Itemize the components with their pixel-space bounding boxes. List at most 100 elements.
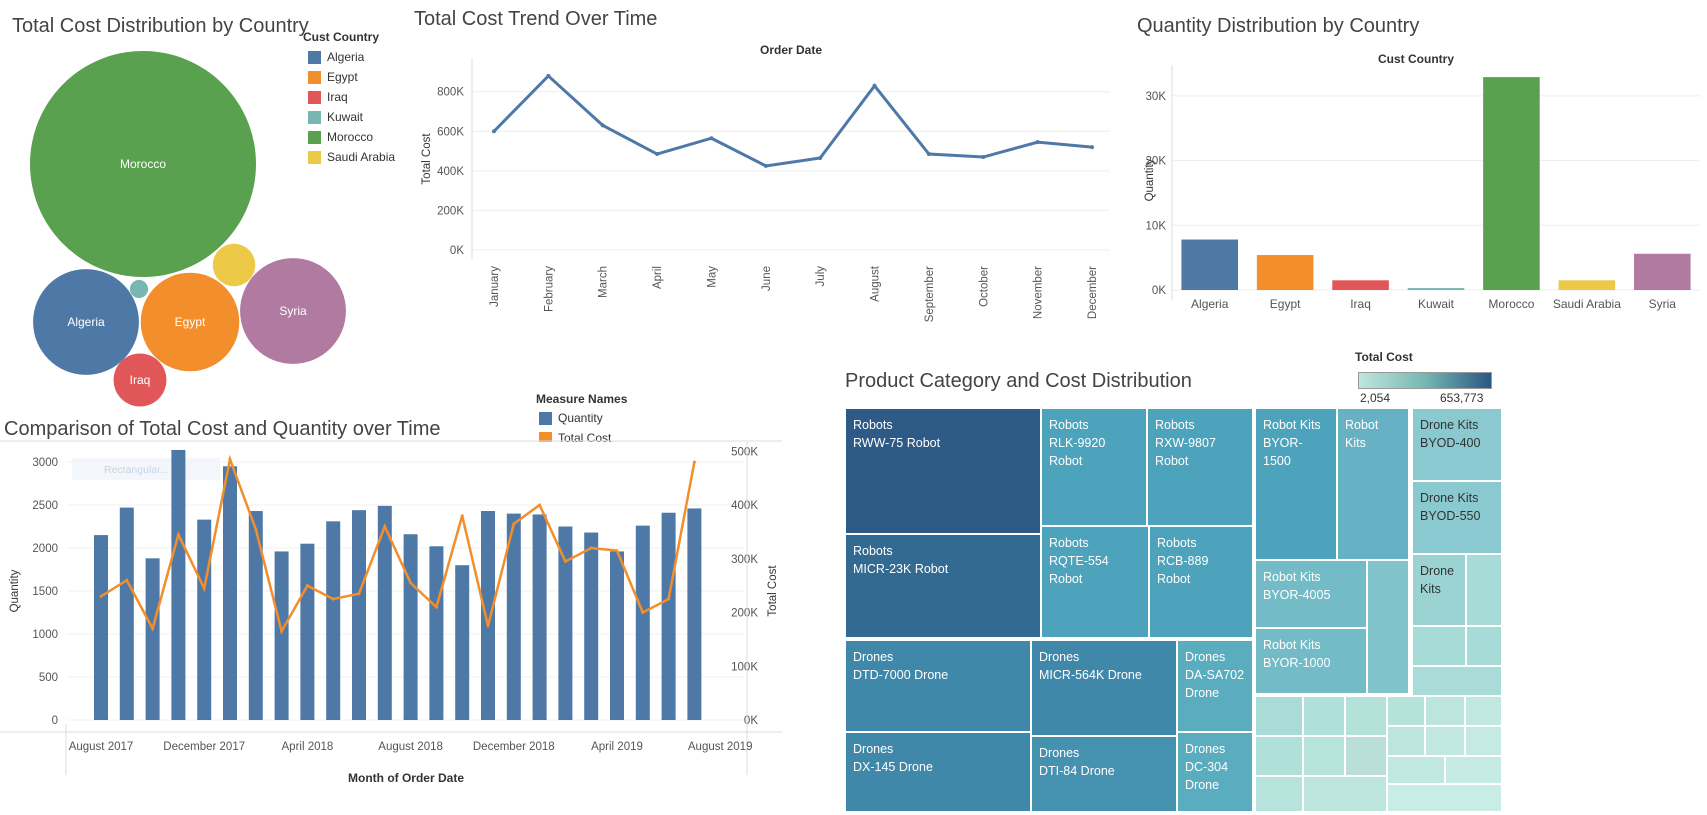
total-cost-point[interactable] (589, 546, 593, 550)
qty-bar-egypt[interactable] (1256, 255, 1314, 290)
total-cost-point[interactable] (202, 586, 206, 590)
treemap-cell-small[interactable] (1345, 696, 1387, 736)
total-cost-line[interactable] (100, 454, 696, 635)
total-cost-point[interactable] (151, 627, 155, 631)
total-cost-point[interactable] (228, 457, 232, 461)
treemap-cell[interactable]: Drones MICR-564K Drone (1031, 640, 1177, 736)
total-cost-point[interactable] (692, 460, 696, 464)
quantity-bar[interactable] (223, 466, 237, 720)
quantity-bar[interactable] (558, 526, 573, 721)
bubble-syria[interactable] (240, 258, 346, 364)
total-cost-point[interactable] (434, 605, 438, 609)
total-cost-point[interactable] (305, 584, 309, 588)
total-cost-point[interactable] (125, 578, 129, 582)
qty-bar-syria[interactable] (1634, 253, 1691, 290)
quantity-bar[interactable] (429, 546, 444, 720)
treemap-cell[interactable]: Robots RQTE-554 Robot (1041, 526, 1149, 638)
total-cost-point[interactable] (331, 597, 335, 601)
quantity-bar[interactable] (481, 511, 495, 720)
bubble-kuwait[interactable] (129, 279, 149, 299)
total-cost-point[interactable] (667, 597, 671, 601)
qty-chart[interactable]: Cust Country 0K 10K 20K 30K Quantity Algeria Eg… (1130, 40, 1707, 340)
quantity-bar[interactable] (274, 551, 289, 720)
trend-point[interactable] (546, 73, 551, 78)
bubble-legend-item[interactable]: Algeria (308, 49, 364, 65)
trend-point[interactable] (763, 163, 768, 168)
quantity-bar[interactable] (635, 525, 650, 720)
trend-point[interactable] (709, 136, 714, 141)
treemap-cell-small[interactable] (1425, 696, 1465, 726)
treemap-cell-small[interactable] (1345, 736, 1387, 776)
trend-point[interactable] (872, 83, 877, 88)
bubble-legend-item[interactable]: Iraq (308, 89, 348, 105)
treemap-cell[interactable]: Robots RCB-889 Robot (1149, 526, 1253, 638)
treemap-cell[interactable]: Robots RLK-9920 Robot (1041, 408, 1147, 526)
treemap-cell[interactable]: Drones DA-SA702 Drone (1177, 640, 1253, 732)
total-cost-point[interactable] (641, 611, 645, 614)
treemap-cell-small[interactable] (1387, 784, 1502, 812)
treemap-cell[interactable]: Robot Kits (1337, 408, 1409, 560)
treemap-cell-small[interactable] (1255, 736, 1303, 776)
bubble-saudi-arabia[interactable] (212, 243, 256, 287)
treemap-cell-small[interactable] (1303, 776, 1387, 812)
bubble-algeria[interactable] (33, 269, 139, 375)
trend-point[interactable] (600, 123, 605, 128)
qty-bar-kuwait[interactable] (1407, 288, 1465, 290)
trend-chart[interactable]: Order Date 0K 200K 400K 600K 800K Total Cost Ja… (410, 38, 1120, 338)
combo-chart[interactable]: 0 500 1000 1500 2000 2500 3000 0K 100K 200K 300K 40… (0, 440, 830, 815)
quantity-bar[interactable] (248, 511, 263, 720)
treemap-cell-small[interactable] (1303, 736, 1345, 776)
treemap-cell-small[interactable] (1465, 696, 1502, 726)
combo-legend-item[interactable]: Quantity (539, 410, 603, 426)
treemap-cell[interactable]: Drones DTI-84 Drone (1031, 736, 1177, 812)
treemap-cell-small[interactable] (1425, 726, 1465, 756)
treemap-cell[interactable]: Drone Kits BYOD-400 (1412, 408, 1502, 481)
treemap-cell-small[interactable] (1303, 696, 1345, 736)
treemap-cell[interactable]: Robot Kits BYOR-4005 (1255, 560, 1367, 628)
quantity-bar[interactable] (352, 510, 366, 720)
total-cost-point[interactable] (280, 629, 284, 633)
total-cost-line[interactable] (492, 73, 1093, 168)
trend-point[interactable] (1090, 145, 1094, 150)
quantity-bar[interactable] (584, 532, 599, 720)
treemap-cell[interactable]: Robot Kits BYOR-1500 (1255, 408, 1337, 560)
total-cost-point[interactable] (563, 559, 567, 563)
trend-point[interactable] (655, 152, 660, 157)
qty-bar-iraq[interactable] (1332, 280, 1389, 290)
qty-bar-algeria[interactable] (1181, 239, 1238, 290)
total-cost-point[interactable] (176, 533, 180, 537)
quantity-bar[interactable] (403, 534, 418, 720)
quantity-bar[interactable] (377, 505, 392, 720)
trend-point[interactable] (1035, 140, 1040, 145)
treemap-cell-small[interactable] (1255, 776, 1303, 812)
total-cost-point[interactable] (486, 624, 490, 628)
total-cost-point[interactable] (615, 549, 619, 553)
total-cost-point[interactable] (357, 592, 361, 596)
treemap-cell-small[interactable] (1445, 756, 1502, 784)
treemap-cell-small[interactable] (1466, 554, 1502, 626)
trend-point[interactable] (926, 152, 931, 157)
treemap-cell[interactable]: Robots MICR-23K Robot (845, 534, 1041, 638)
total-cost-point[interactable] (512, 522, 516, 526)
total-cost-point[interactable] (99, 594, 103, 598)
treemap-cell[interactable]: Robots RWW-75 Robot (845, 408, 1041, 534)
quantity-bar[interactable] (94, 535, 108, 720)
total-cost-point[interactable] (383, 525, 387, 528)
treemap-cell[interactable]: Robot Kits BYOR-1000 (1255, 628, 1367, 694)
treemap-cell-small[interactable] (1387, 726, 1425, 756)
treemap-cell-small[interactable] (1466, 626, 1502, 666)
treemap-cell[interactable]: Drones DTD-7000 Drone (845, 640, 1031, 732)
total-cost-point[interactable] (409, 581, 413, 585)
treemap-cell-small[interactable] (1412, 626, 1466, 666)
bubble-legend-item[interactable]: Egypt (308, 69, 358, 85)
quantity-bar[interactable] (119, 507, 134, 720)
treemap-cell-small[interactable] (1387, 696, 1425, 726)
treemap-cell-small[interactable] (1255, 696, 1303, 736)
treemap-cell-small[interactable] (1465, 726, 1502, 756)
treemap-cell[interactable]: Drone Kits BYOD-550 (1412, 481, 1502, 554)
treemap-cell-small[interactable] (1412, 666, 1502, 696)
treemap-cell-small[interactable] (1367, 560, 1409, 694)
bubble-legend-item[interactable]: Kuwait (308, 109, 363, 125)
treemap[interactable]: Robots RWW-75 Robot Robots RLK-9920 Robot… (845, 408, 1503, 812)
quantity-bar[interactable] (506, 513, 521, 720)
